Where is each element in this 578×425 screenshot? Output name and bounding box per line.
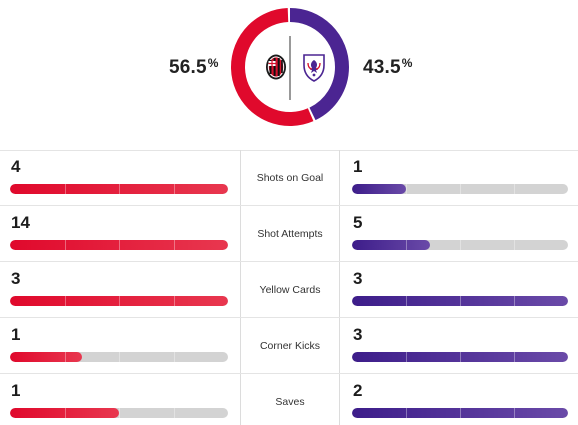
bar-segment-divider xyxy=(64,352,66,362)
row-divider xyxy=(0,261,578,262)
home-stat: 1 xyxy=(10,374,228,425)
stat-label: Shot Attempts xyxy=(257,228,323,240)
stat-row: 14 Shot Attempts 5 xyxy=(0,206,578,262)
home-stat-value: 3 xyxy=(11,269,21,288)
home-stat-bar-fill xyxy=(10,240,228,250)
away-possession-arc xyxy=(231,8,349,126)
away-stat-value: 3 xyxy=(353,269,363,288)
stat-label: Yellow Cards xyxy=(259,284,321,296)
bar-segment-divider xyxy=(406,352,407,362)
away-stat-value: 3 xyxy=(353,325,363,344)
bar-segment-divider xyxy=(119,184,120,194)
away-stat: 3 xyxy=(352,318,568,374)
home-stat-bar xyxy=(10,408,228,418)
bar-segment-divider xyxy=(173,296,175,306)
away-stat-bar-fill xyxy=(352,296,568,306)
home-stat-bar-fill xyxy=(10,296,228,306)
away-stat: 2 xyxy=(352,374,568,425)
away-stat-bar xyxy=(352,352,568,362)
bar-segment-divider xyxy=(460,240,461,250)
bar-segment-divider xyxy=(119,352,120,362)
bar-segment-divider xyxy=(460,184,461,194)
stat-row: 1 Corner Kicks 3 xyxy=(0,318,578,374)
bar-segment-divider xyxy=(406,240,407,250)
bar-segment-divider xyxy=(64,296,66,306)
bar-segment-divider xyxy=(460,352,461,362)
home-stat: 4 xyxy=(10,150,228,206)
away-stat: 1 xyxy=(352,150,568,206)
away-stat-value: 2 xyxy=(353,381,363,400)
bar-segment-divider xyxy=(64,240,66,250)
home-stat-bar xyxy=(10,240,228,250)
stat-label-cell: Saves xyxy=(240,374,340,425)
away-stat-bar-fill xyxy=(352,352,568,362)
home-stat: 14 xyxy=(10,206,228,262)
bar-segment-divider xyxy=(119,296,120,306)
away-stat-bar-fill xyxy=(352,184,406,194)
away-stat-bar xyxy=(352,408,568,418)
home-possession-percent: 56.5% xyxy=(169,56,219,78)
away-stat-bar xyxy=(352,296,568,306)
away-possession-percent: 43.5% xyxy=(363,56,413,78)
bar-segment-divider xyxy=(460,296,461,306)
away-stat-bar xyxy=(352,184,568,194)
stat-label: Saves xyxy=(275,396,305,408)
stat-row: 4 Shots on Goal 1 xyxy=(0,150,578,206)
bar-segment-divider xyxy=(514,184,515,194)
bar-segment-divider xyxy=(514,352,515,362)
fiorentina-crest-icon xyxy=(303,54,325,82)
home-stat-bar-fill xyxy=(10,352,82,362)
home-stat-value: 1 xyxy=(11,325,21,344)
bar-segment-divider xyxy=(64,184,66,194)
home-stat-bar xyxy=(10,352,228,362)
home-stat-value: 1 xyxy=(11,381,21,400)
row-divider xyxy=(0,205,578,206)
row-divider xyxy=(0,373,578,374)
bar-segment-divider xyxy=(119,240,120,250)
away-stat-value: 5 xyxy=(353,213,363,232)
bar-segment-divider xyxy=(119,408,120,418)
bar-segment-divider xyxy=(514,408,515,418)
stat-label-cell: Yellow Cards xyxy=(240,262,340,318)
away-stat-bar-fill xyxy=(352,240,430,250)
stat-label-cell: Shot Attempts xyxy=(240,206,340,262)
stat-row: 1 Saves 2 xyxy=(0,374,578,425)
home-stat-bar xyxy=(10,296,228,306)
bar-segment-divider xyxy=(173,240,175,250)
bar-segment-divider xyxy=(173,352,175,362)
home-stat-bar xyxy=(10,184,228,194)
row-divider xyxy=(0,317,578,318)
stat-row: 3 Yellow Cards 3 xyxy=(0,262,578,318)
bar-segment-divider xyxy=(406,184,407,194)
bar-segment-divider xyxy=(514,296,515,306)
bar-segment-divider xyxy=(406,296,407,306)
away-stat-bar xyxy=(352,240,568,250)
bar-segment-divider xyxy=(406,408,407,418)
stat-label-cell: Corner Kicks xyxy=(240,318,340,374)
home-stat-bar-fill xyxy=(10,408,119,418)
away-stat: 3 xyxy=(352,262,568,318)
home-stat: 3 xyxy=(10,262,228,318)
away-stat-value: 1 xyxy=(353,157,363,176)
possession-donut-chart xyxy=(231,8,349,126)
away-stat: 5 xyxy=(352,206,568,262)
home-stat-value: 4 xyxy=(11,157,21,176)
away-stat-bar-fill xyxy=(352,408,568,418)
home-stat-bar-fill xyxy=(10,184,228,194)
row-divider xyxy=(0,150,578,151)
bar-segment-divider xyxy=(173,184,175,194)
stat-label-cell: Shots on Goal xyxy=(240,150,340,206)
bar-segment-divider xyxy=(460,408,461,418)
stat-label: Corner Kicks xyxy=(259,340,321,352)
home-stat: 1 xyxy=(10,318,228,374)
bar-segment-divider xyxy=(514,240,515,250)
stats-table: 4 Shots on Goal 1 14 Shot Attempts 5 3 Yellow C… xyxy=(0,150,578,425)
bar-segment-divider xyxy=(173,408,175,418)
possession-section: 56.5% 43.5% xyxy=(0,0,578,138)
ac-milan-crest-icon xyxy=(266,54,286,80)
stat-label: Shots on Goal xyxy=(256,172,324,184)
home-stat-value: 14 xyxy=(11,213,30,232)
bar-segment-divider xyxy=(64,408,66,418)
